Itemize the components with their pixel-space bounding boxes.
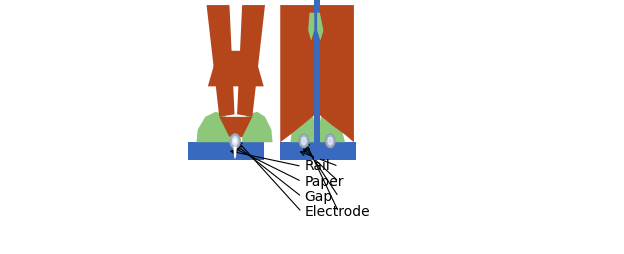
- FancyBboxPatch shape: [188, 142, 264, 160]
- Polygon shape: [207, 5, 235, 117]
- Polygon shape: [219, 117, 252, 137]
- Ellipse shape: [301, 136, 307, 146]
- Ellipse shape: [327, 136, 334, 146]
- Ellipse shape: [232, 136, 239, 146]
- Polygon shape: [242, 112, 273, 142]
- Ellipse shape: [230, 134, 240, 148]
- Ellipse shape: [329, 139, 332, 143]
- FancyBboxPatch shape: [280, 142, 356, 160]
- Text: Electrode: Electrode: [305, 205, 370, 219]
- Polygon shape: [320, 112, 345, 142]
- Polygon shape: [290, 112, 314, 142]
- Ellipse shape: [299, 134, 309, 148]
- Polygon shape: [237, 5, 265, 117]
- Polygon shape: [308, 13, 314, 41]
- Ellipse shape: [303, 139, 305, 143]
- Polygon shape: [208, 51, 264, 86]
- Text: Paper: Paper: [305, 174, 344, 189]
- Polygon shape: [317, 13, 323, 41]
- Text: Gap: Gap: [305, 190, 333, 204]
- Polygon shape: [233, 147, 237, 159]
- Polygon shape: [197, 112, 230, 142]
- Ellipse shape: [233, 138, 236, 144]
- Polygon shape: [319, 5, 354, 142]
- Text: Rail: Rail: [305, 159, 330, 173]
- Ellipse shape: [326, 134, 335, 148]
- FancyBboxPatch shape: [314, 0, 320, 160]
- Polygon shape: [280, 5, 315, 142]
